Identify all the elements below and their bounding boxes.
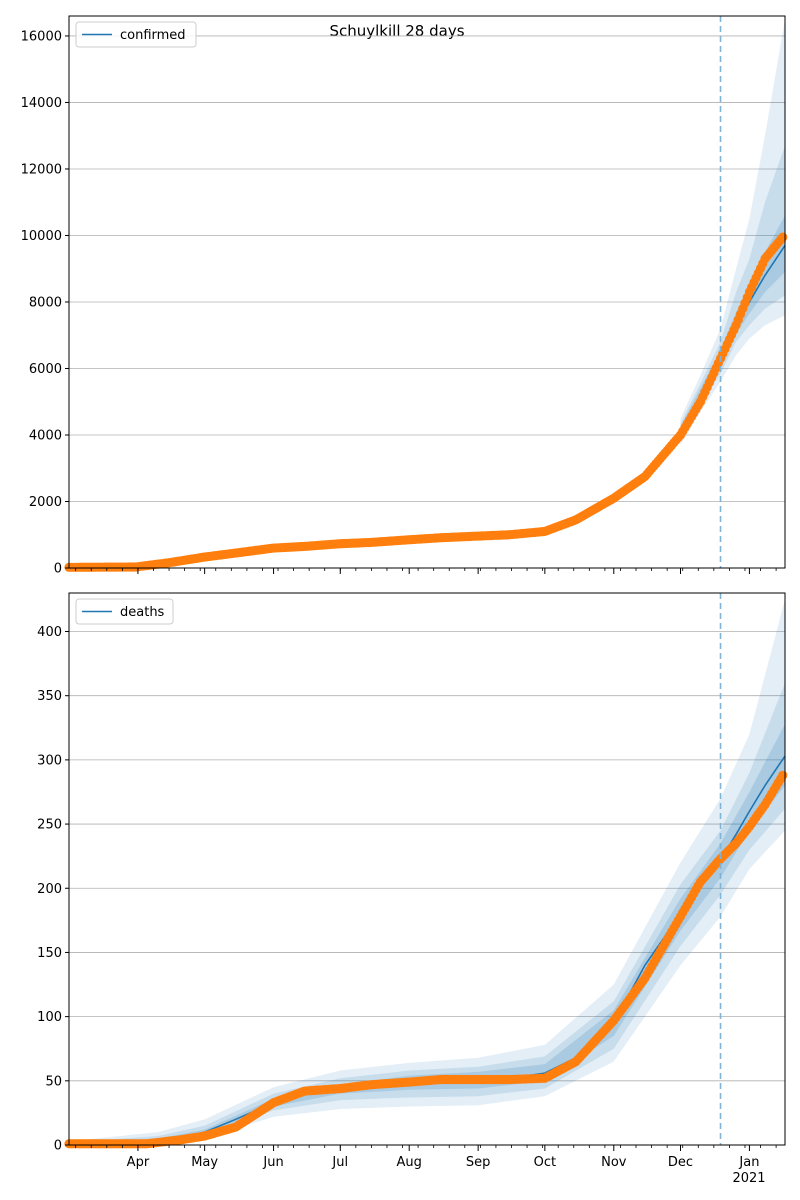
x-tick-label: Aug	[397, 1155, 422, 1170]
x-tick-label: Dec	[668, 1155, 693, 1170]
y-tick-label: 300	[37, 753, 62, 768]
legend-box	[75, 598, 174, 625]
y-tick-label: 200	[37, 882, 62, 897]
confidence-band-inner	[69, 723, 785, 1144]
confidence-band-outer	[680, 19, 785, 445]
confidence-band-outer	[69, 599, 785, 1145]
legend-box	[75, 21, 197, 48]
deaths-panel: 0 50 100 150 200 250 300 350 400 Apr May Jun Jul Aug S…	[37, 592, 788, 1170]
x-tick-label: Oct	[534, 1155, 556, 1170]
y-tick-label: 400	[37, 625, 62, 640]
y-tick-label: 12000	[21, 162, 62, 177]
x-tick-label: Jan	[738, 1155, 759, 1170]
observed-point	[778, 770, 788, 780]
observed-point	[778, 232, 788, 242]
y-tick-label: 4000	[29, 428, 62, 443]
chart-title: Schuylkill 28 days	[329, 22, 464, 40]
plot-frame	[68, 15, 786, 569]
x-tick-label: Jul	[331, 1155, 348, 1170]
confirmed-panel: 0 2000 4000 6000 8000 10000 12000 14000 16000 con…	[21, 15, 788, 577]
y-tick-label: 6000	[29, 362, 62, 377]
plot-frame	[68, 592, 786, 1146]
y-tick-label: 50	[45, 1074, 62, 1089]
legend-label: confirmed	[120, 28, 186, 43]
y-tick-label: 2000	[29, 495, 62, 510]
x-tick-label: May	[191, 1155, 218, 1170]
x-tick-label: Apr	[127, 1155, 150, 1170]
y-tick-label: 0	[54, 562, 62, 577]
y-tick-label: 350	[37, 689, 62, 704]
y-tick-label: 8000	[29, 295, 62, 310]
y-tick-label: 0	[54, 1139, 62, 1154]
x-tick-label: Sep	[466, 1155, 491, 1170]
legend-label: deaths	[120, 605, 165, 620]
y-tick-label: 100	[37, 1010, 62, 1025]
y-tick-label: 250	[37, 818, 62, 833]
y-tick-label: 10000	[21, 229, 62, 244]
y-tick-label: 150	[37, 946, 62, 961]
y-tick-label: 14000	[21, 96, 62, 111]
x-year-label: 2021	[732, 1171, 765, 1186]
x-tick-label: Nov	[601, 1155, 627, 1170]
y-tick-label: 16000	[21, 29, 62, 44]
x-tick-label: Jun	[262, 1155, 283, 1170]
